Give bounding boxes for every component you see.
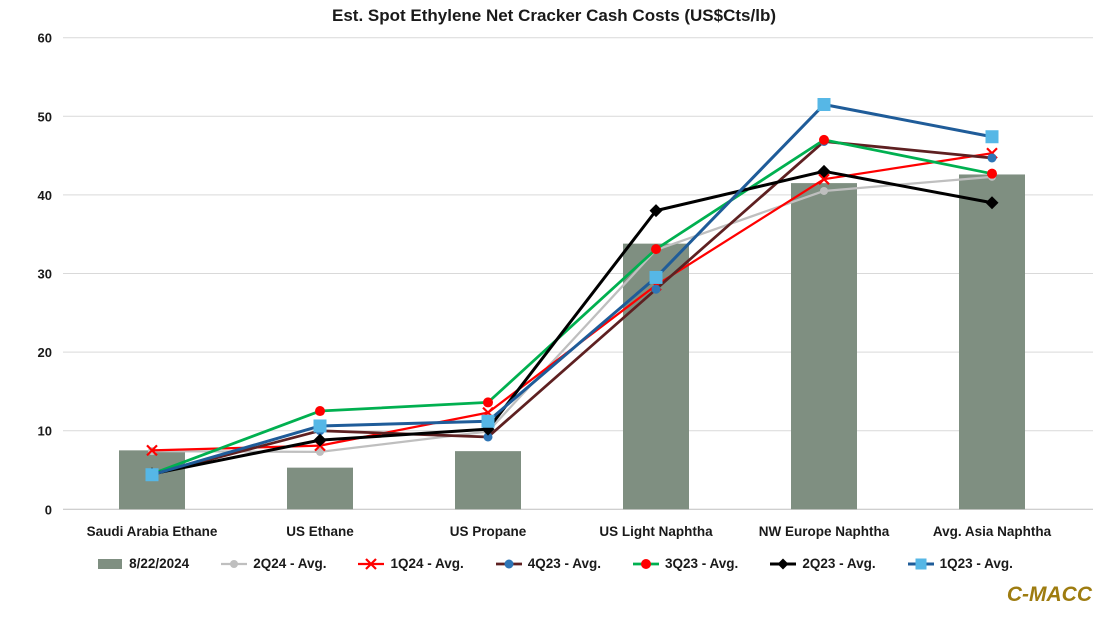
legend-swatch — [98, 558, 123, 569]
legend-swatch — [221, 559, 248, 568]
watermark: C-MACC — [1006, 583, 1092, 606]
marker-square — [985, 130, 999, 144]
chart-title: Est. Spot Ethylene Net Cracker Cash Cost… — [331, 6, 776, 25]
legend-item-1q23: 1Q23 - Avg. — [906, 556, 1013, 571]
marker-circle — [820, 186, 828, 195]
marker-circle — [819, 134, 829, 145]
y-axis-tick-label: 50 — [38, 109, 52, 124]
legend-swatch — [633, 558, 660, 569]
legend-item-2q24: 2Q24 - Avg. — [219, 556, 326, 571]
marker-circle — [315, 406, 325, 417]
marker-circle — [483, 397, 493, 408]
legend-item-3q23: 3Q23 - Avg. — [631, 556, 738, 571]
marker-diamond — [649, 204, 663, 218]
bar-NW Europe Naphtha — [791, 183, 857, 510]
bar-Avg. Asia Naphtha — [959, 174, 1025, 510]
plot-area: 0 10 20 30 40 50 60 Saudi Arabia Ethane US Ethan… — [38, 31, 1093, 539]
y-axis-tick-label: 0 — [45, 502, 52, 517]
legend-label: 2Q23 - Avg. — [802, 556, 876, 571]
marker-circle — [651, 244, 661, 255]
x-axis-label: US Light Naphtha — [599, 524, 713, 539]
chart-legend: 8/22/2024 2Q24 - Avg. 1Q24 - Avg. 4Q23 - Av… — [0, 556, 1108, 571]
bar-US Ethane — [287, 467, 353, 510]
marker-square — [313, 419, 327, 433]
x-axis-label: NW Europe Naphtha — [759, 524, 890, 539]
legend-swatch — [358, 557, 385, 570]
marker-square — [481, 414, 495, 428]
line-1Q23 - Avg. — [151, 103, 993, 477]
marker-diamond — [985, 196, 999, 210]
marker-square — [649, 270, 663, 284]
y-axis-tick-label: 30 — [38, 267, 52, 282]
legend-item-4q23: 4Q23 - Avg. — [494, 556, 601, 571]
marker-x — [146, 444, 158, 457]
legend-label: 1Q24 - Avg. — [390, 556, 464, 571]
legend-swatch — [495, 559, 522, 568]
y-axis-tick-label: 10 — [38, 424, 52, 439]
y-axis-tick-label: 60 — [38, 31, 52, 46]
line-3Q23 - Avg. — [151, 138, 993, 476]
marker-circle — [987, 168, 997, 179]
legend-item-2q23: 2Q23 - Avg. — [768, 556, 876, 571]
marker-circle — [483, 432, 493, 442]
marker-diamond — [817, 164, 831, 178]
marker-diamond — [313, 433, 327, 447]
line-1Q24 - Avg. — [151, 152, 993, 452]
x-axis-label: US Ethane — [286, 524, 354, 539]
legend-item-1q24: 1Q24 - Avg. — [356, 556, 464, 571]
legend-swatch — [770, 558, 797, 569]
legend-item-bar: 8/22/2024 — [95, 556, 189, 571]
marker-square — [817, 98, 831, 112]
marker-circle — [651, 284, 661, 294]
bar-US Propane — [455, 451, 521, 510]
line-2Q23 - Avg. — [151, 169, 993, 476]
marker-circle — [987, 153, 997, 163]
x-axis-label: Avg. Asia Naphtha — [933, 524, 1052, 539]
legend-label: 3Q23 - Avg. — [665, 556, 739, 571]
marker-circle — [316, 447, 324, 456]
legend-label: 2Q24 - Avg. — [253, 556, 327, 571]
legend-label: 8/22/2024 — [129, 556, 190, 571]
x-axis-label: US Propane — [450, 524, 527, 539]
y-axis-tick-label: 20 — [38, 345, 52, 360]
x-axis-label: Saudi Arabia Ethane — [87, 524, 218, 539]
y-axis-tick-label: 40 — [38, 188, 52, 203]
marker-square — [145, 468, 159, 482]
line-2Q24 - Avg. — [151, 175, 993, 454]
line-4Q23 - Avg. — [151, 140, 993, 477]
legend-swatch — [907, 558, 934, 569]
marker-x — [818, 173, 830, 185]
legend-label: 1Q23 - Avg. — [939, 556, 1013, 571]
legend-label: 4Q23 - Avg. — [527, 556, 602, 571]
